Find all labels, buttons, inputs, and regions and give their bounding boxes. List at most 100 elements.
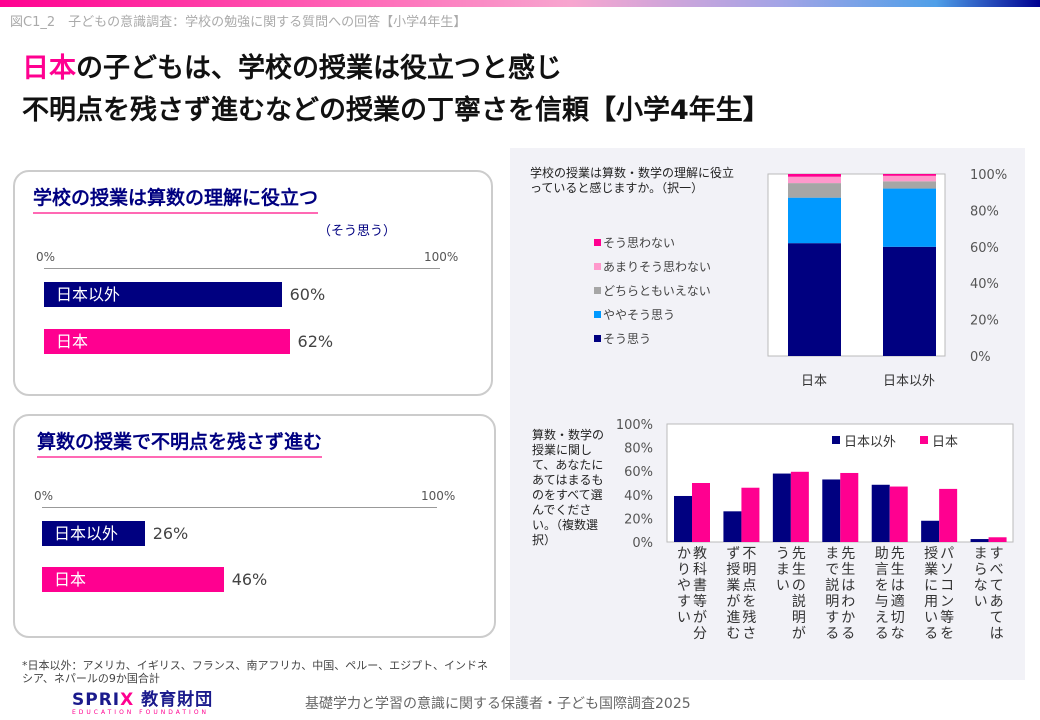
x-category-char: を <box>742 594 756 610</box>
x-category-char: コ <box>940 578 954 594</box>
grouped-bar <box>840 472 859 542</box>
x-category-char: は <box>841 578 855 594</box>
stacked-bar-segment <box>883 175 936 182</box>
grouped-bar <box>772 473 791 542</box>
x-category-char: 明 <box>792 610 806 626</box>
x-category-char: な <box>891 626 905 642</box>
legend-swatch <box>594 239 601 246</box>
x-category-char: や <box>677 578 691 594</box>
y-tick-label: 100% <box>970 168 1007 183</box>
legend-label: 日本以外 <box>844 435 896 450</box>
x-category-char: 授 <box>726 562 740 578</box>
sprix-logo: SPRIX 教育財団 EDUCATION FOUNDATION <box>72 690 214 717</box>
x-category-char: べ <box>990 562 1004 578</box>
legend-swatch <box>594 335 601 342</box>
x-tick-label: 日本以外 <box>883 374 935 389</box>
x-category-char: ソ <box>940 562 954 578</box>
y-tick-label: 20% <box>624 512 653 527</box>
x-category-char: 生 <box>792 562 806 578</box>
footer-source: 基礎学力と学習の意識に関する保護者・子ども国際調査2025 <box>305 696 691 712</box>
x-category-char: 用 <box>924 594 938 610</box>
legend-label: そう思わない <box>603 236 675 250</box>
y-tick-label: 80% <box>624 442 653 457</box>
x-category-char: を <box>940 626 954 642</box>
stacked-bar-segment <box>883 188 936 247</box>
x-category-char: ま <box>825 546 839 562</box>
x-category-char: む <box>726 626 740 642</box>
x-category-char: な <box>974 578 988 594</box>
x-category-char: 言 <box>875 562 889 578</box>
x-category-char: る <box>875 626 889 642</box>
panel1-axis-max: 100% <box>424 250 459 264</box>
x-category-char: ま <box>776 562 790 578</box>
y-tick-label: 0% <box>632 536 653 551</box>
stacked-bar-segment <box>788 176 841 184</box>
headline: 日本の子どもは、学校の授業は役立つと感じ 不明点を残さず進むなどの授業の丁寧さを… <box>22 48 770 132</box>
x-category-char: は <box>990 626 1004 642</box>
grouped-bar <box>741 487 760 542</box>
x-category-char: 先 <box>891 546 905 562</box>
hbar-other: 日本以外 <box>44 282 282 307</box>
x-category-char: て <box>990 610 1004 626</box>
hbar-other: 日本以外 <box>42 521 145 546</box>
grouped-chart-question: 算数・数学の授業に関して、あなたにあてはまるものをすべて選んでください。（複数選… <box>532 428 605 547</box>
x-category-char: 適 <box>891 593 905 610</box>
grouped-bar <box>822 479 841 542</box>
panel2-title: 算数の授業で不明点を残さず進む <box>37 427 323 458</box>
x-category-char: 書 <box>693 578 707 594</box>
panel1-axis-line <box>44 268 440 269</box>
x-category-char: す <box>677 594 691 610</box>
x-category-char: 不 <box>742 546 756 562</box>
x-category-char: す <box>825 610 839 626</box>
stacked-chart-question: 学校の授業は算数・数学の理解に役立っていると感じますか。（択一） <box>530 166 735 195</box>
x-category-char: 明 <box>825 594 839 610</box>
x-category-char: す <box>990 546 1004 562</box>
stacked-bar-segment <box>788 183 841 198</box>
headline-line2: 不明点を残さず進むなどの授業の丁寧さを信頼【小学4年生】 <box>22 95 770 126</box>
figure-caption: 図C1_2 子どもの意識調査：学校の勉強に関する質問への回答【小学4年生】 <box>10 15 467 30</box>
panel1-axis-min: 0% <box>36 250 56 264</box>
x-category-char: う <box>776 546 790 562</box>
grouped-bar <box>871 484 890 542</box>
x-category-char: 生 <box>841 562 855 578</box>
x-category-char: 助 <box>875 546 889 562</box>
legend-label: 日本 <box>932 435 958 450</box>
legend-swatch <box>594 311 601 318</box>
x-category-char: 説 <box>825 578 839 594</box>
x-category-char: 業 <box>726 578 740 594</box>
x-category-char: 説 <box>792 594 806 610</box>
hbar-japan: 日本 <box>42 567 224 592</box>
hbar-value: 62% <box>297 332 334 351</box>
stacked-bar-segment <box>788 197 841 244</box>
y-tick-label: 80% <box>970 204 999 219</box>
grouped-bar <box>988 537 1007 542</box>
headline-line1: の子どもは、学校の授業は役立つと感じ <box>76 53 562 84</box>
x-category-char: ン <box>940 594 954 610</box>
legend-label: どちらともいえない <box>603 284 711 298</box>
stacked-bar-segment <box>883 246 936 356</box>
grouped-bar <box>889 486 908 542</box>
x-category-char: て <box>990 578 1004 594</box>
y-tick-label: 0% <box>970 350 991 365</box>
x-category-char: 進 <box>726 610 740 626</box>
y-tick-label: 40% <box>624 489 653 504</box>
x-category-char: が <box>726 594 740 610</box>
panel2-axis-min: 0% <box>34 489 54 503</box>
hbar-japan: 日本 <box>44 329 290 354</box>
x-tick-label: 日本 <box>801 374 827 389</box>
legend-swatch <box>832 436 840 444</box>
grouped-bar <box>790 471 809 542</box>
x-category-char: 明 <box>742 562 756 578</box>
x-category-char: あ <box>990 594 1004 610</box>
grouped-bar <box>723 511 742 542</box>
x-category-char: 先 <box>841 546 855 562</box>
hbar-value: 26% <box>152 524 189 543</box>
y-tick-label: 100% <box>616 418 653 433</box>
x-category-char: か <box>841 610 855 626</box>
legend-label: ややそう思う <box>603 308 675 322</box>
x-category-char: 科 <box>693 562 707 578</box>
x-category-char: 授 <box>924 546 938 562</box>
x-category-char: が <box>693 610 707 626</box>
x-category-char: の <box>792 578 806 594</box>
